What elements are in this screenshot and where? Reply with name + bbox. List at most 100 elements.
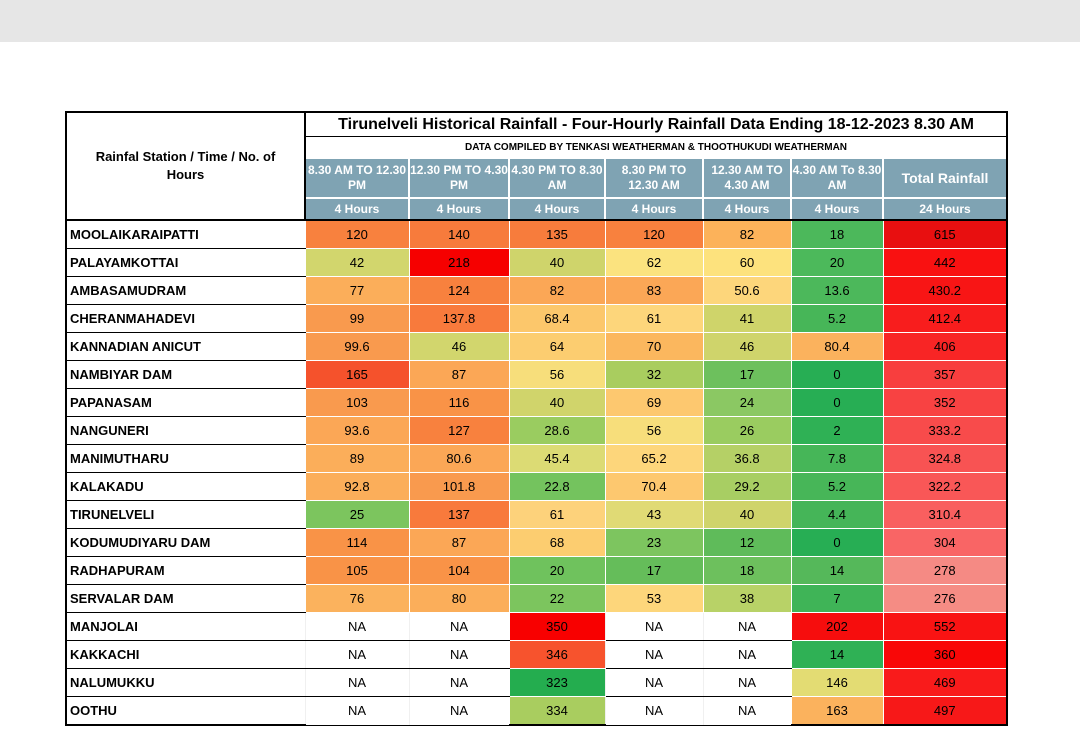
total-rainfall-cell: 304 (882, 528, 1009, 557)
rainfall-cell: 140 (408, 220, 509, 249)
rainfall-cell: 62 (604, 248, 703, 277)
rainfall-cell: NA (408, 668, 509, 697)
rainfall-table: Rainfal Station / Time / No. of Hours Ti… (65, 111, 1009, 726)
rainfall-cell: 22 (508, 584, 605, 613)
rainfall-cell: 22.8 (508, 472, 605, 501)
rainfall-cell: 120 (604, 220, 703, 249)
rainfall-cell: 99.6 (304, 332, 409, 361)
table-row: MOOLAIKARAIPATTI 120 140 135 120 82 18 615 (65, 220, 1009, 249)
column-header-row: 8.30 AM TO 12.30 PM 12.30 PM TO 4.30 PM 4.… (66, 157, 1009, 198)
total-rainfall-cell: 412.4 (882, 304, 1009, 333)
rainfall-cell: 82 (508, 276, 605, 305)
rainfall-cell: 40 (508, 388, 605, 417)
rainfall-cell: 99 (304, 304, 409, 333)
rainfall-cell: 105 (304, 556, 409, 585)
rainfall-cell: 146 (790, 668, 883, 697)
rainfall-cell: 5.2 (790, 304, 883, 333)
hours-header: 4 Hours (604, 197, 703, 221)
column-header-total: Total Rainfall (881, 157, 1009, 198)
rainfall-cell: 20 (508, 556, 605, 585)
rainfall-cell: 202 (790, 612, 883, 641)
hours-header: 4 Hours (702, 197, 791, 221)
rainfall-cell: 23 (604, 528, 703, 557)
table-row: PALAYAMKOTTAI 42 218 40 62 60 20 442 (65, 248, 1009, 277)
rainfall-cell: NA (304, 640, 409, 669)
station-name: MOOLAIKARAIPATTI (65, 220, 305, 249)
rainfall-cell: 14 (790, 640, 883, 669)
table-row: CHERANMAHADEVI 99 137.8 68.4 61 41 5.2 412.4 (65, 304, 1009, 333)
rainfall-cell: 50.6 (702, 276, 791, 305)
rainfall-cell: 76 (304, 584, 409, 613)
rainfall-cell: 36.8 (702, 444, 791, 473)
rainfall-cell: NA (408, 612, 509, 641)
station-name: SERVALAR DAM (65, 584, 305, 613)
rainfall-cell: 92.8 (304, 472, 409, 501)
hours-header: 4 Hours (790, 197, 883, 221)
rainfall-cell: 77 (304, 276, 409, 305)
rainfall-cell: 61 (508, 500, 605, 529)
rainfall-cell: 80.4 (790, 332, 883, 361)
rainfall-cell: 14 (790, 556, 883, 585)
rainfall-cell: 46 (702, 332, 791, 361)
rainfall-cell: NA (702, 640, 791, 669)
rainfall-cell: 56 (604, 416, 703, 445)
rainfall-cell: 46 (408, 332, 509, 361)
total-rainfall-cell: 406 (882, 332, 1009, 361)
rainfall-cell: NA (604, 696, 703, 726)
total-rainfall-cell: 352 (882, 388, 1009, 417)
rainfall-cell: 61 (604, 304, 703, 333)
total-rainfall-cell: 322.2 (882, 472, 1009, 501)
rainfall-cell: 163 (790, 696, 883, 726)
station-name: RADHAPURAM (65, 556, 305, 585)
total-rainfall-cell: 442 (882, 248, 1009, 277)
rainfall-cell: 346 (508, 640, 605, 669)
rainfall-cell: 104 (408, 556, 509, 585)
rainfall-cell: 40 (508, 248, 605, 277)
rainfall-cell: 18 (790, 220, 883, 249)
rainfall-cell: 103 (304, 388, 409, 417)
rainfall-cell: 41 (702, 304, 791, 333)
rainfall-cell: 25 (304, 500, 409, 529)
rainfall-cell: 80.6 (408, 444, 509, 473)
rainfall-cell: 137.8 (408, 304, 509, 333)
rainfall-cell: 64 (508, 332, 605, 361)
rainfall-cell: 70.4 (604, 472, 703, 501)
station-name: OOTHU (65, 696, 305, 726)
rainfall-cell: 0 (790, 528, 883, 557)
total-rainfall-cell: 552 (882, 612, 1009, 641)
station-name: NAMBIYAR DAM (65, 360, 305, 389)
rainfall-cell: 93.6 (304, 416, 409, 445)
station-name: TIRUNELVELI (65, 500, 305, 529)
rainfall-cell: 45.4 (508, 444, 605, 473)
rainfall-cell: 2 (790, 416, 883, 445)
station-name: KAKKACHI (65, 640, 305, 669)
rainfall-cell: 18 (702, 556, 791, 585)
station-name: MANIMUTHARU (65, 444, 305, 473)
table-row: TIRUNELVELI 25 137 61 43 40 4.4 310.4 (65, 500, 1009, 529)
rainfall-cell: NA (702, 668, 791, 697)
station-name: CHERANMAHADEVI (65, 304, 305, 333)
rainfall-cell: 20 (790, 248, 883, 277)
rainfall-cell: 101.8 (408, 472, 509, 501)
rainfall-cell: 334 (508, 696, 605, 726)
rainfall-cell: 165 (304, 360, 409, 389)
total-rainfall-cell: 324.8 (882, 444, 1009, 473)
rainfall-cell: 7 (790, 584, 883, 613)
rainfall-cell: 17 (702, 360, 791, 389)
station-name: MANJOLAI (65, 612, 305, 641)
rainfall-cell: 43 (604, 500, 703, 529)
rainfall-cell: 127 (408, 416, 509, 445)
rainfall-cell: 135 (508, 220, 605, 249)
station-name: NANGUNERI (65, 416, 305, 445)
rainfall-cell: NA (604, 668, 703, 697)
rainfall-cell: 68.4 (508, 304, 605, 333)
table-row: RADHAPURAM 105 104 20 17 18 14 278 (65, 556, 1009, 585)
station-name: AMBASAMUDRAM (65, 276, 305, 305)
rainfall-cell: NA (304, 696, 409, 726)
rainfall-cell: 13.6 (790, 276, 883, 305)
rainfall-cell: 0 (790, 388, 883, 417)
table-row: NAMBIYAR DAM 165 87 56 32 17 0 357 (65, 360, 1009, 389)
station-name: PAPANASAM (65, 388, 305, 417)
rainfall-cell: 7.8 (790, 444, 883, 473)
total-rainfall-cell: 278 (882, 556, 1009, 585)
